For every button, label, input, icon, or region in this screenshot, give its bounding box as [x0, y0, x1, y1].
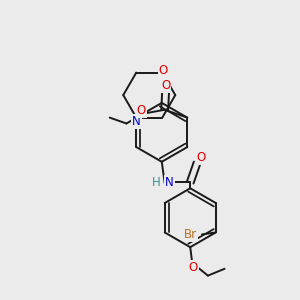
- Text: H: H: [152, 176, 160, 189]
- Text: O: O: [189, 261, 198, 274]
- Text: O: O: [136, 104, 146, 117]
- Text: O: O: [196, 152, 206, 164]
- Text: Br: Br: [184, 228, 197, 241]
- Text: N: N: [132, 115, 141, 128]
- Text: N: N: [165, 176, 174, 189]
- Text: O: O: [159, 64, 168, 77]
- Text: O: O: [161, 79, 170, 92]
